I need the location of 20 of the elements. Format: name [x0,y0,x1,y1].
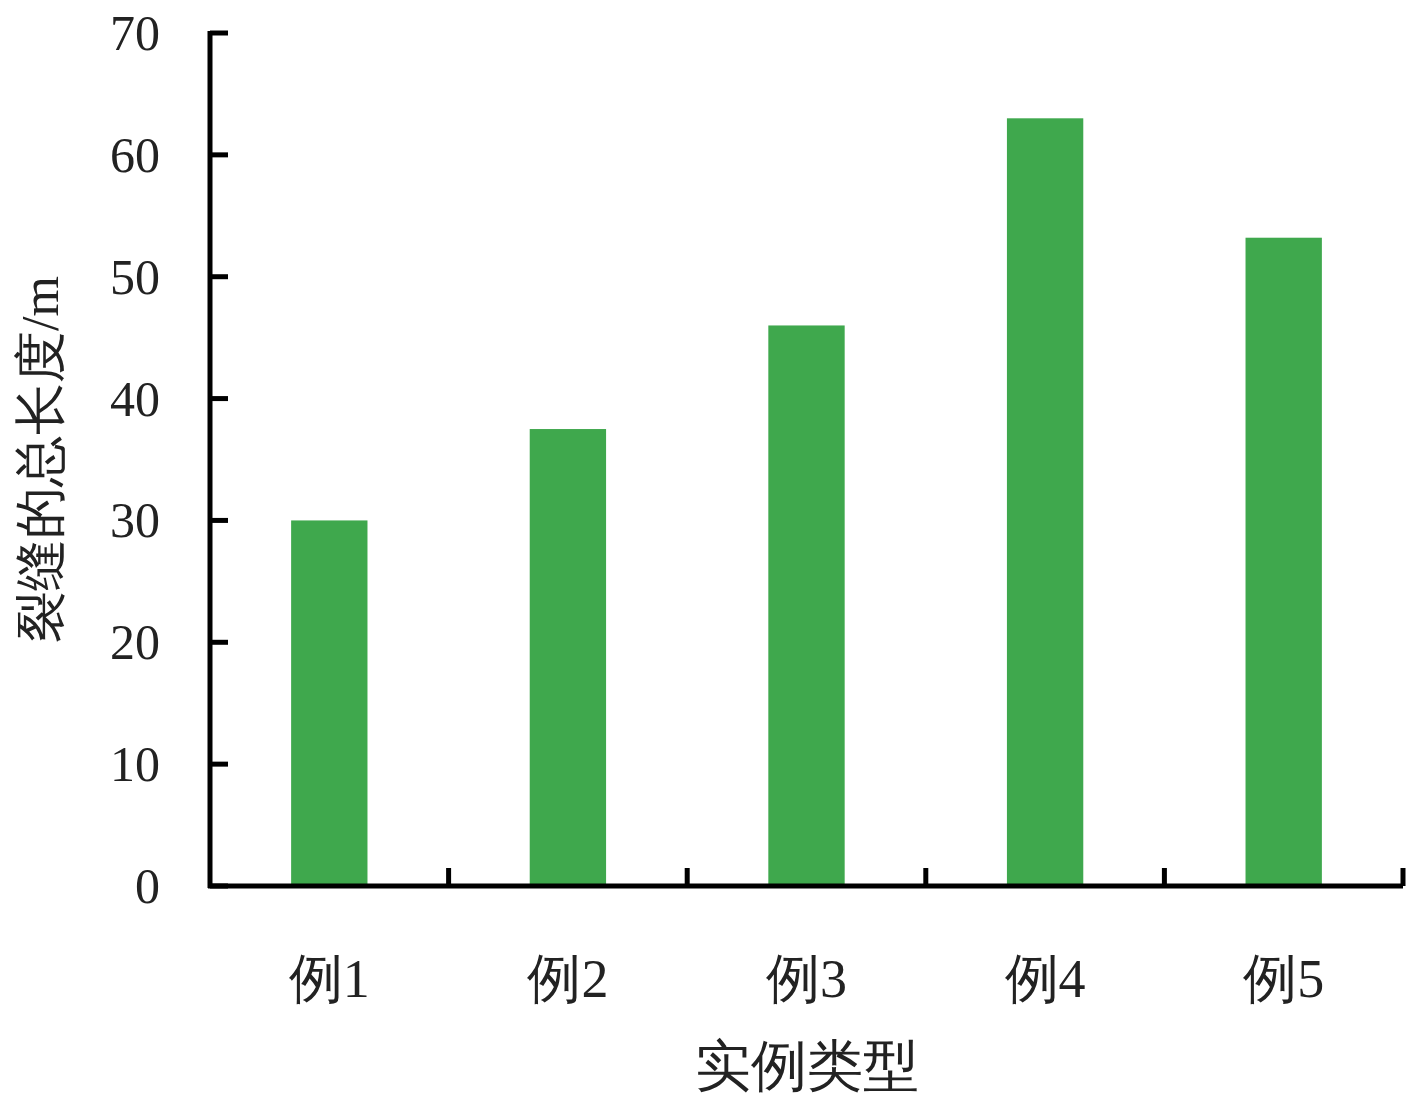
x-tick-label: 例5 [1243,949,1325,1009]
y-tick-label: 0 [135,858,160,914]
y-tick-label: 70 [110,5,160,61]
x-axis-title: 实例类型 [694,1035,919,1097]
y-axis-title: 裂缝的总长度/m [12,276,69,643]
y-tick-label: 60 [110,126,160,183]
bar [768,325,845,886]
bar [1245,237,1322,886]
y-tick-label: 10 [110,736,160,793]
y-tick-label: 50 [110,248,160,305]
y-tick-label: 30 [110,492,160,549]
bar [529,429,607,886]
bar [291,520,368,886]
bar [1006,118,1084,886]
y-tick-label: 20 [110,614,160,671]
x-tick-label: 例2 [527,949,609,1009]
x-tick-label: 例1 [288,949,370,1009]
x-tick-label: 例3 [766,949,847,1009]
y-tick-label: 40 [110,370,160,427]
x-tick-label: 例4 [1004,949,1086,1009]
